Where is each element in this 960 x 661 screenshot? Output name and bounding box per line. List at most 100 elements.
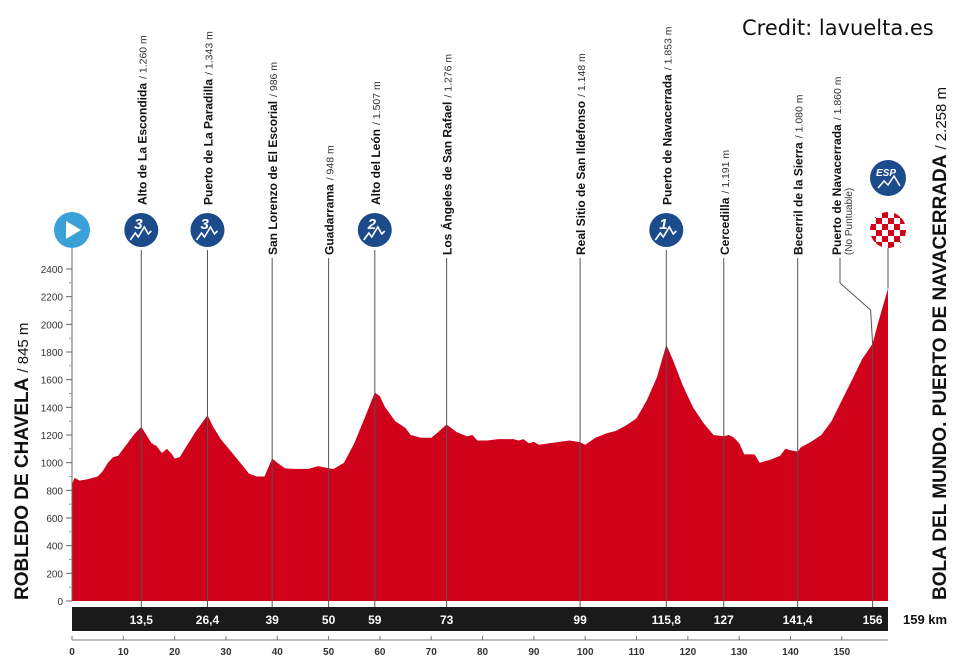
leader-line (870, 309, 874, 344)
point-note: (No Puntuable) (844, 188, 855, 255)
y-tick-label: 200 (46, 569, 63, 580)
y-tick-label: 800 (46, 486, 63, 497)
total-distance-label: 159 km (903, 612, 947, 627)
y-tick-label: 600 (46, 514, 63, 525)
y-tick-label: 1000 (41, 459, 64, 470)
category-3-climb-icon: 3 (124, 213, 159, 247)
checkered-finish-icon (870, 212, 906, 248)
y-tick-label: 1800 (41, 348, 64, 359)
checker-square (876, 242, 882, 248)
checker-square (870, 236, 876, 242)
checker-square (900, 218, 906, 224)
icon-circle (357, 213, 392, 247)
mountain-glyph (195, 225, 219, 241)
point-name: Alto de La Escondida (135, 83, 149, 205)
checker-square (882, 236, 888, 242)
x-tick-label: 130 (731, 647, 748, 658)
checker-square (900, 230, 906, 236)
point-altitude: / 1.860 m (832, 76, 844, 120)
km-label: 59 (368, 613, 382, 627)
point-label: Becerril de la Sierra / 1.080 m (792, 94, 806, 255)
point-label: Guadarrama / 948 m (323, 145, 337, 255)
checker-square (870, 212, 876, 218)
point-label: Los Ángeles de San Rafael / 1.276 m (440, 54, 455, 255)
start-play-icon (54, 212, 90, 248)
y-tick-label: 2200 (41, 293, 64, 304)
point-altitude: / 1.343 m (203, 31, 215, 75)
finish-name: BOLA DEL MUNDO. PUERTO DE NAVACERRADA (930, 154, 951, 600)
point-label: Alto del León / 1.507 m (369, 81, 383, 205)
icon-circle (124, 213, 159, 247)
x-tick-label: 70 (426, 647, 438, 658)
category-number: 3 (134, 216, 143, 233)
icon-circle (190, 213, 225, 247)
point-label: Cercedilla / 1.191 m (718, 150, 732, 255)
point-label: Alto de La Escondida / 1.260 m (135, 35, 149, 205)
x-tick-label: 80 (477, 647, 489, 658)
km-label: 156 (863, 613, 883, 627)
y-tick-label: 400 (46, 542, 63, 553)
point-altitude: / 948 m (325, 145, 337, 180)
x-tick-label: 150 (833, 647, 850, 658)
mountain-glyph (129, 225, 152, 241)
checker-square (894, 212, 900, 218)
start-altitude: / 845 m (15, 323, 32, 373)
category-1-climb-icon: 1 (649, 213, 684, 247)
x-tick-label: 40 (272, 647, 284, 658)
point-name: Puerto de Navacerrada (830, 124, 844, 255)
point-label: Puerto de Navacerrada / 1.853 m (660, 26, 674, 205)
x-tick-label: 20 (169, 647, 181, 658)
mountain-glyph (363, 225, 386, 241)
esp-special-category-icon: ESP (870, 160, 906, 196)
point-altitude: / 1.148 m (576, 53, 588, 97)
point-altitude: / 986 m (268, 62, 280, 97)
checker-square (888, 230, 894, 236)
x-tick-label: 140 (782, 647, 799, 658)
x-tick-label: 60 (374, 647, 386, 658)
checker-square (876, 230, 882, 236)
point-label: Puerto de La Paradilla / 1.343 m (201, 31, 215, 205)
category-number: 2 (367, 216, 377, 233)
point-altitude: / 1.260 m (137, 35, 149, 79)
point-name: Los Ángeles de San Rafael (440, 102, 455, 255)
point-label: Real Sitio de San Ildefonso / 1.148 m (574, 53, 588, 255)
mountain-glyph (877, 174, 901, 189)
point-altitude: / 1.276 m (443, 54, 455, 98)
y-tick-label: 1600 (41, 376, 64, 387)
km-label: 99 (573, 613, 587, 627)
point-name: Real Sitio de San Ildefonso (574, 101, 588, 255)
km-label: 115,8 (652, 613, 682, 627)
checker-square (888, 242, 894, 248)
y-tick-label: 2400 (41, 265, 64, 276)
point-altitude: / 1.191 m (720, 150, 732, 194)
point-name: Cercedilla (718, 197, 732, 255)
x-tick-label: 90 (528, 647, 540, 658)
y-tick-label: 1400 (41, 403, 64, 414)
x-tick-label: 10 (118, 647, 130, 658)
km-label: 141,4 (783, 613, 813, 627)
finish-label: BOLA DEL MUNDO. PUERTO DE NAVACERRADA / 2… (930, 87, 951, 600)
category-number: 1 (659, 216, 667, 233)
checker-square (894, 236, 900, 242)
km-label: 39 (265, 613, 279, 627)
point-name: Becerril de la Sierra (792, 142, 806, 255)
x-tick-label: 100 (577, 647, 594, 658)
point-name: Guadarrama (323, 184, 337, 255)
category-2-climb-icon: 2 (357, 213, 392, 247)
elevation-area (72, 288, 888, 601)
start-name: ROBLEDO DE CHAVELA (12, 377, 33, 600)
point-name: Puerto de La Paradilla (201, 79, 215, 205)
x-tick-label: 0 (69, 647, 75, 658)
leader-line (839, 282, 871, 311)
point-altitude: / 1.080 m (794, 94, 806, 138)
point-name: San Lorenzo de El Escorial (266, 101, 280, 255)
checker-pattern (870, 212, 906, 248)
finish-altitude: / 2.258 m (933, 87, 950, 150)
esp-label: ESP (876, 168, 896, 179)
start-label: ROBLEDO DE CHAVELA / 845 m (12, 323, 33, 600)
credit-text: Credit: lavuelta.es (742, 16, 934, 40)
icon-circle (649, 213, 684, 247)
point-name: Puerto de Navacerrada (660, 74, 674, 205)
